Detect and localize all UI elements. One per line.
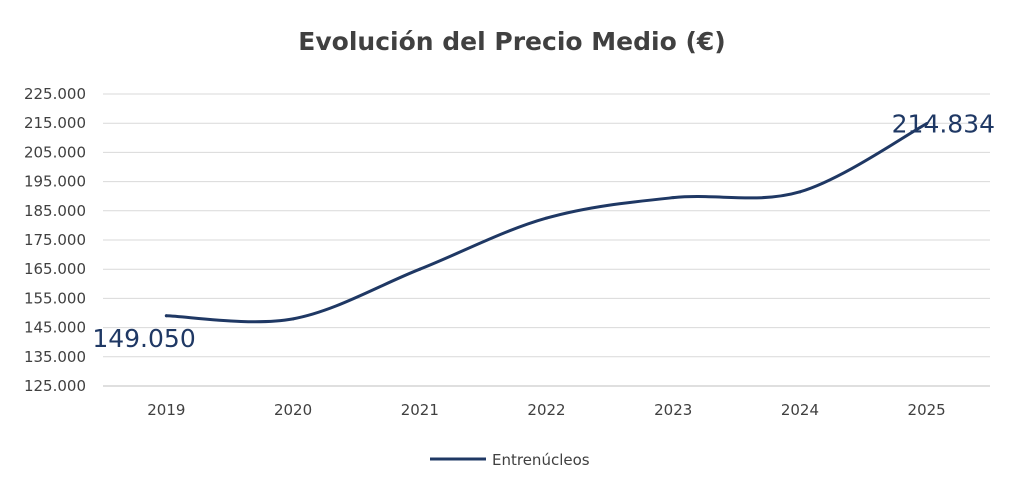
data-label: 214.834 <box>892 110 995 139</box>
data-point <box>418 267 422 271</box>
y-tick-label: 215.000 <box>24 114 86 132</box>
x-tick-label: 2023 <box>654 401 692 419</box>
x-tick-label: 2019 <box>147 401 185 419</box>
data-point <box>545 216 548 220</box>
y-tick-label: 195.000 <box>24 173 86 191</box>
data-point <box>798 190 802 194</box>
x-tick-label: 2025 <box>908 401 946 419</box>
x-axis-ticks: 2019 2020 2021 2022 2023 2024 2025 <box>147 401 945 419</box>
x-tick-label: 2022 <box>527 401 565 419</box>
data-point <box>164 314 168 318</box>
data-point <box>291 317 295 321</box>
x-tick-label: 2021 <box>401 401 439 419</box>
data-labels: 149.050 214.834 <box>92 110 995 353</box>
legend: Entrenúcleos <box>430 451 590 469</box>
y-tick-label: 135.000 <box>24 348 86 366</box>
y-tick-label: 145.000 <box>24 319 86 337</box>
y-tick-label: 225.000 <box>24 85 86 103</box>
data-point <box>671 196 675 200</box>
data-label: 149.050 <box>92 324 195 353</box>
series-line <box>164 122 929 324</box>
y-tick-label: 205.000 <box>24 143 86 161</box>
data-point <box>925 122 929 126</box>
y-tick-label: 185.000 <box>24 202 86 220</box>
x-tick-label: 2024 <box>781 401 819 419</box>
series-layer <box>164 122 929 324</box>
legend-label: Entrenúcleos <box>492 451 590 469</box>
x-tick-label: 2020 <box>274 401 312 419</box>
y-tick-label: 155.000 <box>24 289 86 307</box>
y-tick-label: 175.000 <box>24 231 86 249</box>
y-axis-ticks: 125.000 135.000 145.000 155.000 165.000 175.0… <box>24 85 86 395</box>
y-tick-label: 165.000 <box>24 260 86 278</box>
gridlines <box>103 93 990 387</box>
y-tick-label: 125.000 <box>24 377 86 395</box>
chart-title: Evolución del Precio Medio (€) <box>298 27 725 56</box>
